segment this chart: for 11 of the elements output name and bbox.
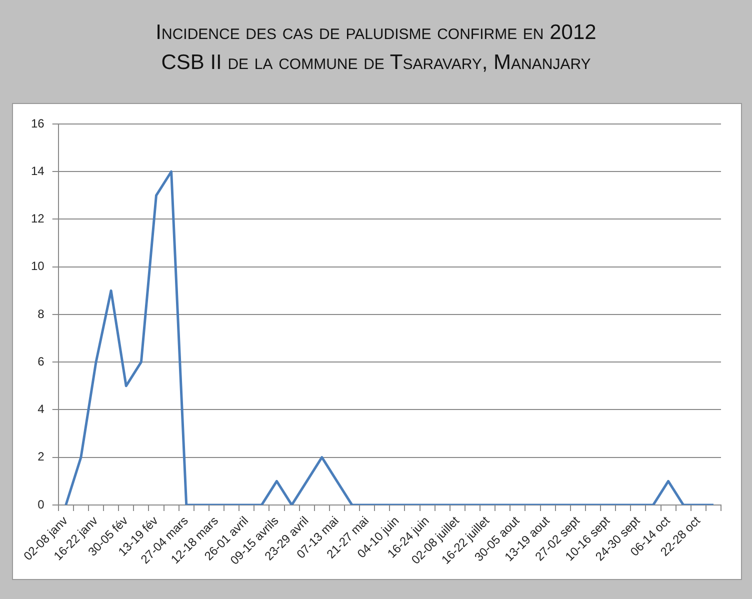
y-tick-label: 16 [30, 116, 45, 130]
y-tick-label: 10 [30, 259, 45, 274]
y-tick-label: 2 [38, 450, 45, 464]
y-tick-label: 8 [38, 306, 45, 321]
y-tick-label: 14 [30, 164, 45, 178]
chart-subtitle: CSB II de la commune de Tsaravary, Mananjary [160, 50, 592, 76]
y-tick-label: 12 [30, 212, 45, 226]
y-tick-label: 0 [38, 497, 45, 512]
y-tick-label: 4 [38, 402, 45, 416]
y-tick-label: 6 [38, 354, 45, 368]
chart-title: Incidence des cas de paludisme confirme en 2012 [154, 20, 598, 46]
